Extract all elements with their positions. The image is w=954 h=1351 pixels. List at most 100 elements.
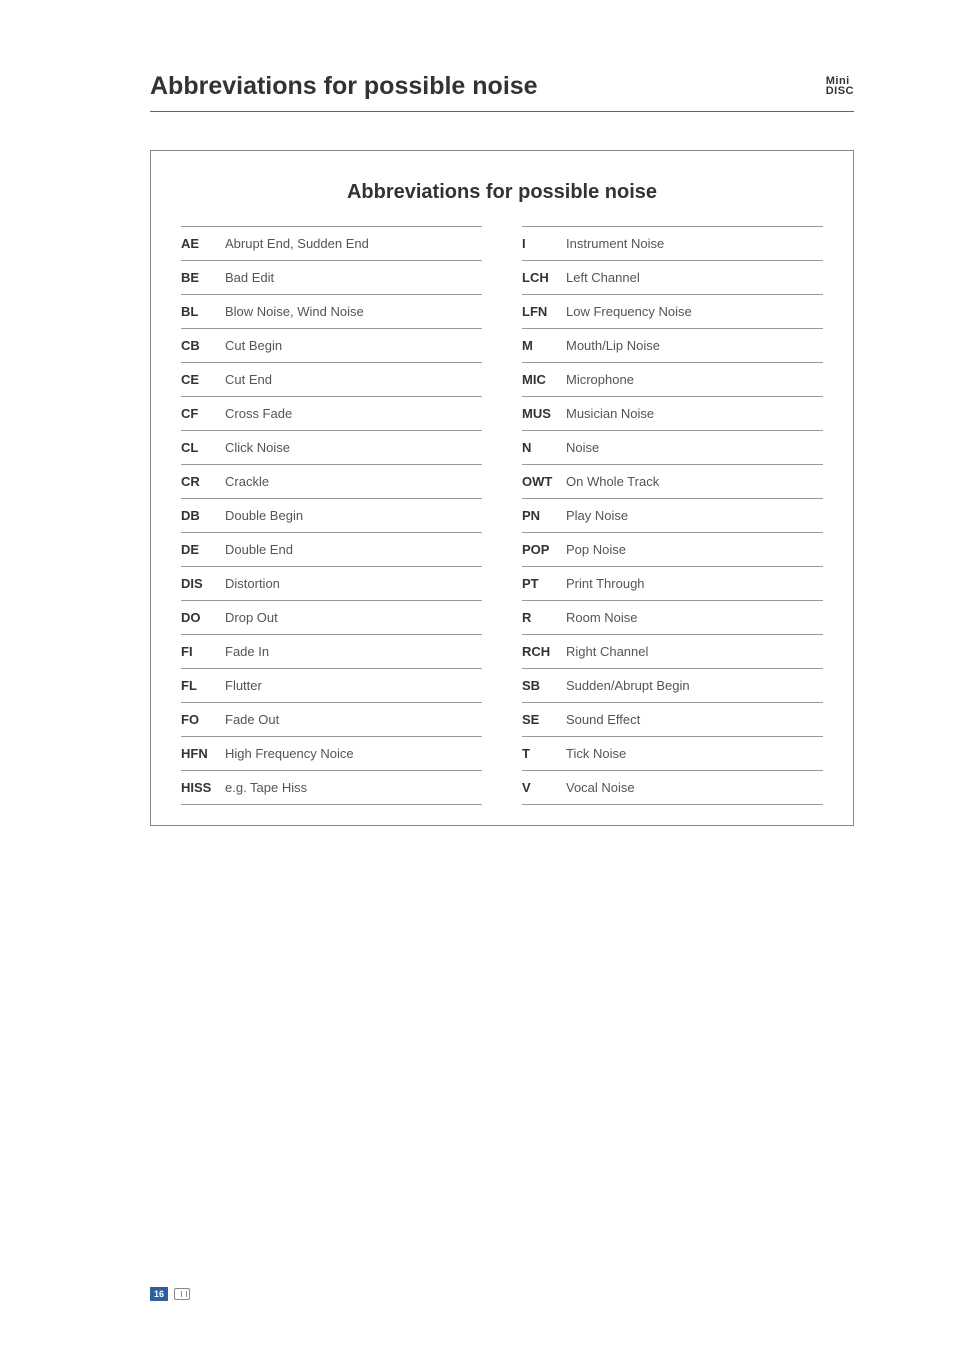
abbrev-desc: e.g. Tape Hiss	[225, 780, 307, 795]
abbrev-row: FOFade Out	[181, 703, 482, 737]
logo-line2: DISC	[826, 87, 854, 97]
abbrev-desc: Bad Edit	[225, 270, 274, 285]
abbrev-desc: High Frequency Noice	[225, 746, 354, 761]
abbrev-row: DISDistortion	[181, 567, 482, 601]
frame-title: Abbreviations for possible noise	[181, 181, 823, 204]
abbrev-row: NNoise	[522, 431, 823, 465]
abbrev-desc: Musician Noise	[566, 406, 654, 421]
abbrev-code: DO	[181, 610, 225, 625]
abbrev-code: FI	[181, 644, 225, 659]
abbrev-code: N	[522, 440, 566, 455]
abbrev-desc: Mouth/Lip Noise	[566, 338, 660, 353]
abbrev-row: TTick Noise	[522, 737, 823, 771]
abbrev-row: MMouth/Lip Noise	[522, 329, 823, 363]
abbrev-desc: Room Noise	[566, 610, 638, 625]
abbrev-code: DIS	[181, 576, 225, 591]
abbrev-code: MUS	[522, 406, 566, 421]
abbrev-row: SBSudden/Abrupt Begin	[522, 669, 823, 703]
abbrev-row: BLBlow Noise, Wind Noise	[181, 295, 482, 329]
abbrev-row: LFNLow Frequency Noise	[522, 295, 823, 329]
abbrev-desc: Print Through	[566, 576, 645, 591]
abbrev-desc: Click Noise	[225, 440, 290, 455]
abbrev-row: BEBad Edit	[181, 261, 482, 295]
abbrev-row: POPPop Noise	[522, 533, 823, 567]
abbrev-row: DEDouble End	[181, 533, 482, 567]
abbrev-code: RCH	[522, 644, 566, 659]
abbrev-code: V	[522, 780, 566, 795]
abbrev-row: DBDouble Begin	[181, 499, 482, 533]
abbrev-code: CF	[181, 406, 225, 421]
abbrev-desc: Low Frequency Noise	[566, 304, 692, 319]
abbrev-code: AE	[181, 236, 225, 251]
abbrev-row: LCHLeft Channel	[522, 261, 823, 295]
disc-icon	[174, 1288, 190, 1300]
abbrev-desc: On Whole Track	[566, 474, 659, 489]
content-frame: Abbreviations for possible noise AEAbrup…	[150, 150, 854, 826]
abbrev-code: PT	[522, 576, 566, 591]
footer: 16	[150, 1287, 190, 1301]
abbrev-row: VVocal Noise	[522, 771, 823, 805]
abbrev-code: I	[522, 236, 566, 251]
abbrev-code: CR	[181, 474, 225, 489]
abbrev-desc: Cut End	[225, 372, 272, 387]
abbrev-code: MIC	[522, 372, 566, 387]
abbrev-code: CE	[181, 372, 225, 387]
abbrev-desc: Sound Effect	[566, 712, 640, 727]
abbrev-desc: Fade In	[225, 644, 269, 659]
abbrev-row: CFCross Fade	[181, 397, 482, 431]
abbrev-desc: Abrupt End, Sudden End	[225, 236, 369, 251]
abbrev-code: HISS	[181, 780, 225, 795]
abbrev-desc: Distortion	[225, 576, 280, 591]
abbrev-row: RCHRight Channel	[522, 635, 823, 669]
abbrev-row: PTPrint Through	[522, 567, 823, 601]
abbrev-desc: Cut Begin	[225, 338, 282, 353]
abbrev-code: POP	[522, 542, 566, 557]
abbrev-desc: Right Channel	[566, 644, 648, 659]
abbrev-code: CL	[181, 440, 225, 455]
abbrev-code: DE	[181, 542, 225, 557]
abbrev-code: BE	[181, 270, 225, 285]
abbrev-desc: Microphone	[566, 372, 634, 387]
abbrev-row: AEAbrupt End, Sudden End	[181, 226, 482, 261]
page-number: 16	[150, 1287, 168, 1301]
abbrev-row: HISSe.g. Tape Hiss	[181, 771, 482, 805]
abbrev-code: SB	[522, 678, 566, 693]
abbrev-code: T	[522, 746, 566, 761]
minidisc-logo: Mini DISC	[826, 77, 854, 97]
abbrev-desc: Sudden/Abrupt Begin	[566, 678, 690, 693]
abbrev-code: CB	[181, 338, 225, 353]
abbrev-row: SESound Effect	[522, 703, 823, 737]
abbrev-code: R	[522, 610, 566, 625]
abbrev-row: CRCrackle	[181, 465, 482, 499]
abbrev-code: DB	[181, 508, 225, 523]
abbrev-row: HFNHigh Frequency Noice	[181, 737, 482, 771]
abbrev-desc: Vocal Noise	[566, 780, 635, 795]
abbrev-code: SE	[522, 712, 566, 727]
abbrev-desc: Noise	[566, 440, 599, 455]
abbrev-row: CECut End	[181, 363, 482, 397]
abbrev-code: BL	[181, 304, 225, 319]
columns: AEAbrupt End, Sudden EndBEBad EditBLBlow…	[181, 226, 823, 805]
abbrev-desc: Left Channel	[566, 270, 640, 285]
abbrev-code: FL	[181, 678, 225, 693]
abbrev-desc: Play Noise	[566, 508, 628, 523]
abbrev-code: M	[522, 338, 566, 353]
abbrev-desc: Crackle	[225, 474, 269, 489]
abbrev-desc: Fade Out	[225, 712, 279, 727]
abbrev-row: FLFlutter	[181, 669, 482, 703]
abbrev-desc: Cross Fade	[225, 406, 292, 421]
abbrev-row: DODrop Out	[181, 601, 482, 635]
abbrev-row: RRoom Noise	[522, 601, 823, 635]
abbrev-desc: Blow Noise, Wind Noise	[225, 304, 364, 319]
abbrev-row: MICMicrophone	[522, 363, 823, 397]
abbrev-code: FO	[181, 712, 225, 727]
abbrev-code: HFN	[181, 746, 225, 761]
abbrev-code: OWT	[522, 474, 566, 489]
left-column: AEAbrupt End, Sudden EndBEBad EditBLBlow…	[181, 226, 482, 805]
abbrev-desc: Tick Noise	[566, 746, 626, 761]
abbrev-desc: Double Begin	[225, 508, 303, 523]
abbrev-desc: Drop Out	[225, 610, 278, 625]
abbrev-row: OWTOn Whole Track	[522, 465, 823, 499]
abbrev-row: MUSMusician Noise	[522, 397, 823, 431]
abbrev-desc: Double End	[225, 542, 293, 557]
